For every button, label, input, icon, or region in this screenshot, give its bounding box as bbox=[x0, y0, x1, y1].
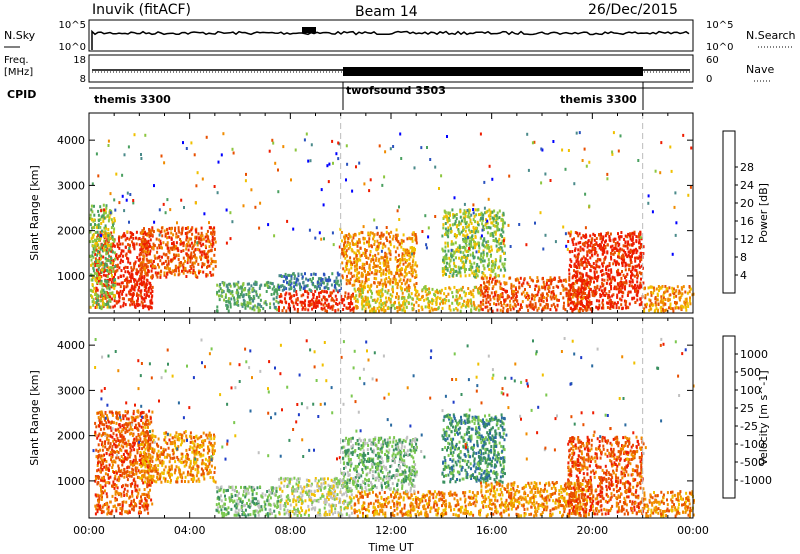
velocity-axes: 1000 2000 3000 4000 00:00 04:00 08:00 12:00 16:0… bbox=[57, 318, 709, 537]
velocity-xtick-label-6: 00:00 bbox=[677, 524, 709, 537]
station-title: Inuvik (fitACF) bbox=[92, 2, 191, 18]
velocity-colorbar: 1000 500 100 25 -25 -100 -500 -1000 bbox=[722, 335, 772, 499]
cpid-segment-2: twofsound 3503 bbox=[346, 84, 446, 97]
velocity-cbar-label-5: -100 bbox=[740, 438, 765, 451]
velocity-cbar-label: Velocity [m s^-1] bbox=[757, 370, 770, 465]
power-cbar-label-0: 4 bbox=[740, 269, 747, 282]
velocity-cbar-label-2: 100 bbox=[740, 384, 761, 397]
freq-label-2: [MHz] bbox=[4, 67, 33, 78]
nave-tick-top: 60 bbox=[706, 55, 719, 66]
power-ytick-label-0: 1000 bbox=[57, 270, 85, 283]
power-cbar-label-6: 28 bbox=[740, 161, 754, 174]
velocity-xtick-label-0: 00:00 bbox=[73, 524, 105, 537]
velocity-ytick-label-1: 2000 bbox=[57, 430, 85, 443]
nave-tick-bottom: 0 bbox=[706, 74, 712, 85]
power-cbar-label-4: 20 bbox=[740, 197, 754, 210]
power-region-8 bbox=[441, 208, 507, 279]
power-ytick-label-3: 4000 bbox=[57, 134, 85, 147]
power-region-1 bbox=[139, 226, 217, 279]
freq-panel-frame bbox=[88, 54, 694, 83]
velocity-cbar-label-3: 25 bbox=[740, 402, 754, 415]
power-region-11 bbox=[643, 285, 695, 313]
velocity-ylabel: Slant Range [km] bbox=[28, 370, 41, 466]
power-cbar-label-2: 12 bbox=[740, 233, 754, 246]
power-region-4 bbox=[277, 289, 355, 313]
velocity-cbar-label-6: -500 bbox=[740, 456, 765, 469]
velocity-xtick-label-2: 08:00 bbox=[274, 524, 306, 537]
velocity-heatmap bbox=[89, 318, 695, 518]
x-axis-label: Time UT bbox=[367, 541, 413, 554]
velocity-region-4 bbox=[353, 490, 481, 518]
power-cbar-label-1: 8 bbox=[740, 251, 747, 264]
velocity-plot-bg bbox=[89, 318, 693, 518]
velocity-region-1 bbox=[139, 431, 217, 484]
nsky-series bbox=[91, 29, 690, 50]
velocity-ytick-label-0: 1000 bbox=[57, 475, 85, 488]
power-axes: 1000 2000 3000 4000 bbox=[57, 113, 694, 313]
power-cbar-label-3: 16 bbox=[740, 215, 754, 228]
nsky-label: N.Sky bbox=[4, 29, 36, 42]
nsky-burst bbox=[302, 27, 316, 33]
velocity-cbar-label-1: 500 bbox=[740, 366, 761, 379]
date-title: 26/Dec/2015 bbox=[588, 2, 678, 18]
freq-tick-bottom: 8 bbox=[80, 74, 86, 85]
freq-tick-top: 18 bbox=[73, 55, 86, 66]
count-tick-right-top: 10^5 bbox=[706, 20, 733, 31]
cpid-label: CPID bbox=[7, 88, 36, 101]
power-region-2 bbox=[89, 203, 117, 311]
count-tick-left-top: 10^5 bbox=[59, 20, 86, 31]
power-region-6 bbox=[353, 285, 481, 313]
velocity-cbar-label-7: -1000 bbox=[740, 474, 772, 487]
velocity-sparse-echoes bbox=[92, 337, 695, 462]
velocity-region-3 bbox=[278, 476, 355, 518]
power-ylabel: Slant Range [km] bbox=[28, 165, 41, 261]
velocity-region-2 bbox=[215, 485, 280, 518]
count-tick-right-bottom: 10^0 bbox=[706, 42, 733, 53]
freq-switching-band bbox=[343, 67, 643, 76]
power-cbar-label: Power [dB] bbox=[757, 183, 770, 243]
velocity-region-5 bbox=[340, 435, 419, 493]
velocity-xtick-label-3: 12:00 bbox=[375, 524, 407, 537]
power-region-7 bbox=[340, 230, 419, 288]
freq-label-1: Freq. bbox=[4, 55, 29, 66]
velocity-cbar-label-0: 1000 bbox=[740, 348, 768, 361]
beam-title: Beam 14 bbox=[355, 4, 418, 20]
power-region-3 bbox=[216, 280, 280, 313]
power-ytick-label-2: 3000 bbox=[57, 179, 85, 192]
velocity-ytick-label-2: 3000 bbox=[57, 384, 85, 397]
velocity-ytick-label-3: 4000 bbox=[57, 339, 85, 352]
velocity-cbar-frame bbox=[722, 335, 736, 499]
power-heatmap bbox=[89, 113, 695, 313]
count-tick-left-bottom: 10^0 bbox=[59, 42, 86, 53]
cpid-segment-1: themis 3300 bbox=[94, 93, 171, 106]
nave-label: Nave bbox=[746, 63, 774, 76]
cpid-segment-3: themis 3300 bbox=[560, 93, 637, 106]
velocity-region-6 bbox=[441, 413, 506, 484]
velocity-xtick-label-5: 20:00 bbox=[576, 524, 608, 537]
velocity-xtick-label-1: 04:00 bbox=[174, 524, 206, 537]
power-ytick-label-1: 2000 bbox=[57, 225, 85, 238]
count-panel-frame bbox=[88, 19, 694, 52]
power-colorbar: 4 8 12 16 20 24 28 bbox=[722, 130, 754, 294]
velocity-cbar-label-4: -25 bbox=[740, 420, 758, 433]
nsearch-label: N.Search bbox=[746, 29, 796, 42]
power-sparse-echoes bbox=[91, 131, 693, 256]
power-region-5 bbox=[277, 271, 342, 293]
power-cbar-frame bbox=[722, 130, 736, 294]
velocity-xtick-label-4: 16:00 bbox=[476, 524, 508, 537]
power-cbar-label-5: 24 bbox=[740, 179, 754, 192]
